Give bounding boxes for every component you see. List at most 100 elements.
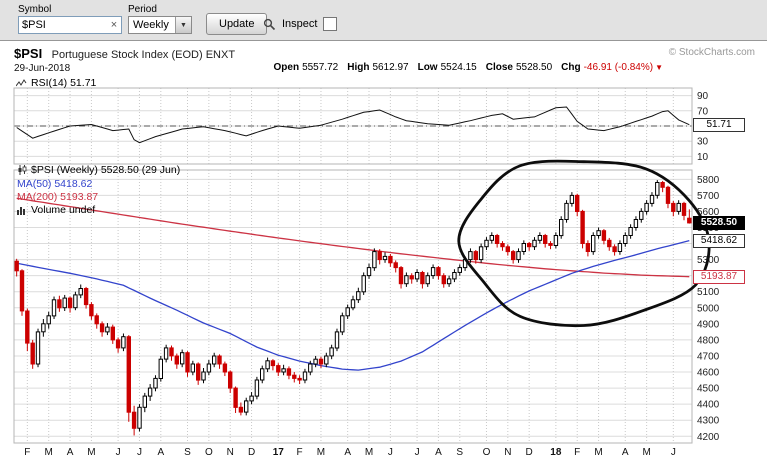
chart-title-row: $PSI Portuguese Stock Index (EOD) ENXT [14,45,235,63]
ma200-legend-text: MA(200) 5193.87 [17,191,99,203]
quote-row: Open 5557.72 High 5612.97 Low 5524.15 Close… [274,62,664,73]
svg-text:A: A [435,447,442,458]
svg-text:A: A [344,447,351,458]
chart-symbol: $PSI [14,46,43,61]
svg-text:J: J [415,447,420,458]
ma50-legend-text: MA(50) 5418.62 [17,178,93,190]
chevron-down-icon: ▼ [175,17,191,33]
low-value: 5524.15 [440,62,477,73]
high-label: High [347,62,370,73]
svg-text:17: 17 [273,447,285,458]
ma200-legend: MA(200) 5193.87 [17,191,98,203]
ma50-legend: MA(50) 5418.62 [17,178,92,190]
close-label: Close [485,62,513,73]
svg-text:S: S [184,447,191,458]
chart-date: 29-Jun-2018 [14,63,71,74]
svg-text:O: O [483,447,491,458]
symbol-input[interactable] [19,19,107,31]
update-button[interactable]: Update [206,13,268,35]
svg-text:M: M [317,447,325,458]
close-value: 5528.50 [515,62,553,73]
price-legend-text: $PSI (Weekly) 5528.50 (29 Jun) [31,164,181,176]
inspect-group: Inspect [263,17,338,31]
svg-text:M: M [594,447,602,458]
svg-text:F: F [24,447,30,458]
svg-text:O: O [205,447,213,458]
quote-low: Low 5524.15 [418,62,477,73]
svg-text:D: D [526,447,533,458]
svg-text:N: N [504,447,511,458]
symbol-input-wrap: × [18,16,122,34]
copyright-text: © StockCharts.com [668,47,755,58]
svg-text:30: 30 [697,137,709,148]
rsi-legend-text: RSI(14) 51.71 [31,77,97,89]
close-value-badge: 5528.50 [693,215,745,230]
svg-text:5000: 5000 [697,303,720,314]
svg-text:A: A [67,447,74,458]
rsi-legend: RSI(14) 51.71 [16,77,96,89]
volume-legend: Volume undef [17,204,95,216]
ma50-value-badge: 5418.62 [693,233,745,248]
svg-text:18: 18 [550,447,562,458]
quote-open: Open 5557.72 [274,62,339,73]
quote-close: Close 5528.50 [486,62,552,73]
period-select-value: Weekly [133,19,169,31]
quote-high: High 5612.97 [347,62,408,73]
svg-text:A: A [622,447,629,458]
svg-text:70: 70 [697,106,709,117]
ma200-value-badge: 5193.87 [693,269,745,284]
svg-text:M: M [365,447,373,458]
svg-text:4700: 4700 [697,351,720,362]
svg-text:M: M [87,447,95,458]
chart-description: Portuguese Stock Index (EOD) ENXT [51,49,236,61]
svg-text:J: J [671,447,676,458]
svg-text:M: M [45,447,53,458]
inspect-checkbox[interactable] [323,17,338,31]
chg-value: -46.91 (-0.84%) [583,62,654,73]
svg-text:4300: 4300 [697,416,720,427]
candlestick-icon [18,165,27,175]
svg-text:S: S [456,447,463,458]
svg-text:J: J [116,447,121,458]
histogram-icon [17,206,25,215]
high-value: 5612.97 [372,62,409,73]
open-label: Open [273,62,300,73]
down-triangle-icon: ▼ [655,63,663,72]
svg-text:A: A [157,447,164,458]
svg-text:5100: 5100 [697,287,720,298]
chg-label: Chg [561,62,581,73]
svg-text:F: F [574,447,580,458]
svg-text:N: N [227,447,234,458]
svg-text:D: D [248,447,255,458]
svg-text:5800: 5800 [697,175,720,186]
inspect-label: Inspect [282,18,318,30]
period-label: Period [128,4,157,15]
svg-text:J: J [137,447,142,458]
svg-text:90: 90 [697,91,709,102]
svg-text:10: 10 [697,152,709,163]
toolbar: Symbol × Period Weekly ▼ Update Inspect [0,0,767,41]
clear-symbol-icon[interactable]: × [110,19,118,31]
volume-legend-text: Volume undef [31,204,96,216]
svg-text:4600: 4600 [697,368,720,379]
svg-text:M: M [642,447,650,458]
svg-text:4800: 4800 [697,335,720,346]
symbol-label: Symbol [18,4,52,15]
svg-text:F: F [297,447,303,458]
magnifier-icon [263,18,276,30]
period-select[interactable]: Weekly ▼ [128,16,192,34]
quote-chg: Chg -46.91 (-0.84%) ▼ [561,62,663,73]
svg-text:4500: 4500 [697,384,720,395]
svg-text:4900: 4900 [697,319,720,330]
open-value: 5557.72 [302,62,339,73]
svg-text:4200: 4200 [697,432,720,443]
svg-text:5700: 5700 [697,191,720,202]
svg-text:4400: 4400 [697,400,720,411]
low-label: Low [417,62,438,73]
svg-text:5600: 5600 [697,207,720,218]
line-chart-icon [16,78,27,86]
rsi-value-badge: 51.71 [693,117,745,132]
price-legend: $PSI (Weekly) 5528.50 (29 Jun) [17,164,180,176]
